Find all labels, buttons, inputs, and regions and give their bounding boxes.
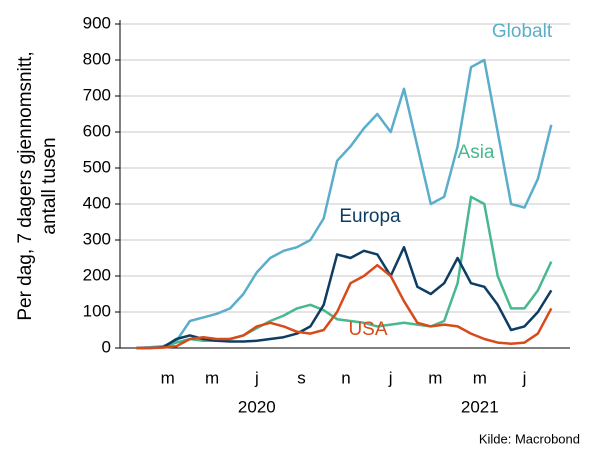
y-tick-label: 0 bbox=[102, 337, 111, 356]
y-tick-label: 700 bbox=[83, 85, 111, 104]
source: Kilde: Macrobond bbox=[479, 431, 580, 446]
y-axis-label: antall tusen bbox=[39, 137, 60, 234]
x-tick-label: m bbox=[161, 368, 175, 387]
y-tick-label: 600 bbox=[83, 121, 111, 140]
y-tick-label: 500 bbox=[83, 157, 111, 176]
y-tick-label: 200 bbox=[83, 265, 111, 284]
y-tick-label: 300 bbox=[83, 229, 111, 248]
y-tick-label: 800 bbox=[83, 49, 111, 68]
series-label: Globalt bbox=[492, 21, 553, 42]
x-tick-label: m bbox=[428, 368, 442, 387]
y-tick-label: 900 bbox=[83, 13, 111, 32]
x-tick-label: m bbox=[473, 368, 487, 387]
x-tick-label: m bbox=[205, 368, 219, 387]
x-tick-label: j bbox=[254, 368, 259, 387]
x-tick-label: n bbox=[341, 368, 350, 387]
y-tick-label: 100 bbox=[83, 301, 111, 320]
series-line bbox=[136, 195, 553, 350]
x-tick-label: j bbox=[522, 368, 527, 387]
year-label: 2020 bbox=[238, 397, 276, 416]
series-label: USA bbox=[348, 319, 387, 340]
series-line bbox=[136, 58, 553, 350]
x-tick-label: s bbox=[297, 368, 306, 387]
series-line bbox=[136, 245, 553, 350]
series-label: Europa bbox=[339, 206, 401, 227]
x-tick-label: j bbox=[388, 368, 393, 387]
y-tick-label: 400 bbox=[83, 193, 111, 212]
y-axis-label: Per dag, 7 dagers gjennomsnitt, bbox=[15, 51, 36, 320]
series-line bbox=[136, 263, 553, 350]
year-label: 2021 bbox=[461, 397, 499, 416]
series-label: Asia bbox=[458, 142, 495, 163]
